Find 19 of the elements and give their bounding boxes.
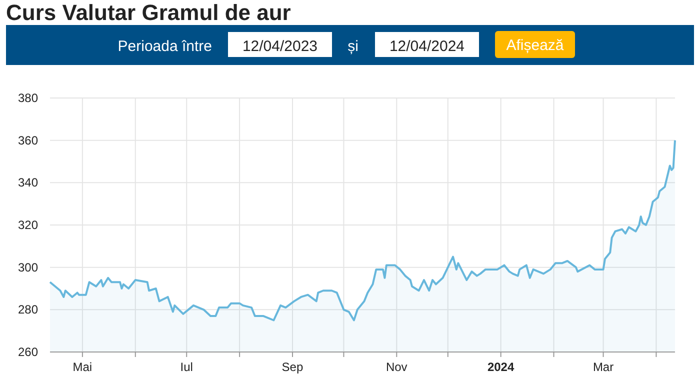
y-tick-label: 380 bbox=[18, 91, 38, 105]
text: 12/04/2023 bbox=[242, 38, 318, 55]
text: Perioada între bbox=[118, 38, 212, 55]
x-tick-label: Nov bbox=[386, 360, 408, 374]
y-tick-label: 300 bbox=[18, 260, 38, 274]
text: și bbox=[348, 38, 358, 55]
y-tick-label: 340 bbox=[18, 176, 38, 190]
x-tick-label: Iul bbox=[180, 360, 193, 374]
text: Afișează bbox=[506, 37, 564, 54]
y-tick-label: 320 bbox=[18, 218, 38, 232]
y-tick-label: 260 bbox=[18, 345, 38, 359]
x-tick-label: Mai bbox=[72, 360, 92, 374]
x-tick-label: 2024 bbox=[487, 360, 514, 374]
x-tick-label: Sep bbox=[282, 360, 304, 374]
text: 12/04/2024 bbox=[389, 38, 465, 55]
y-tick-label: 360 bbox=[18, 133, 38, 148]
chart-title: Curs Valutar Gramul de aur bbox=[6, 0, 292, 25]
x-tick-label: Mar bbox=[592, 360, 614, 374]
y-tick-label: 280 bbox=[18, 302, 38, 317]
